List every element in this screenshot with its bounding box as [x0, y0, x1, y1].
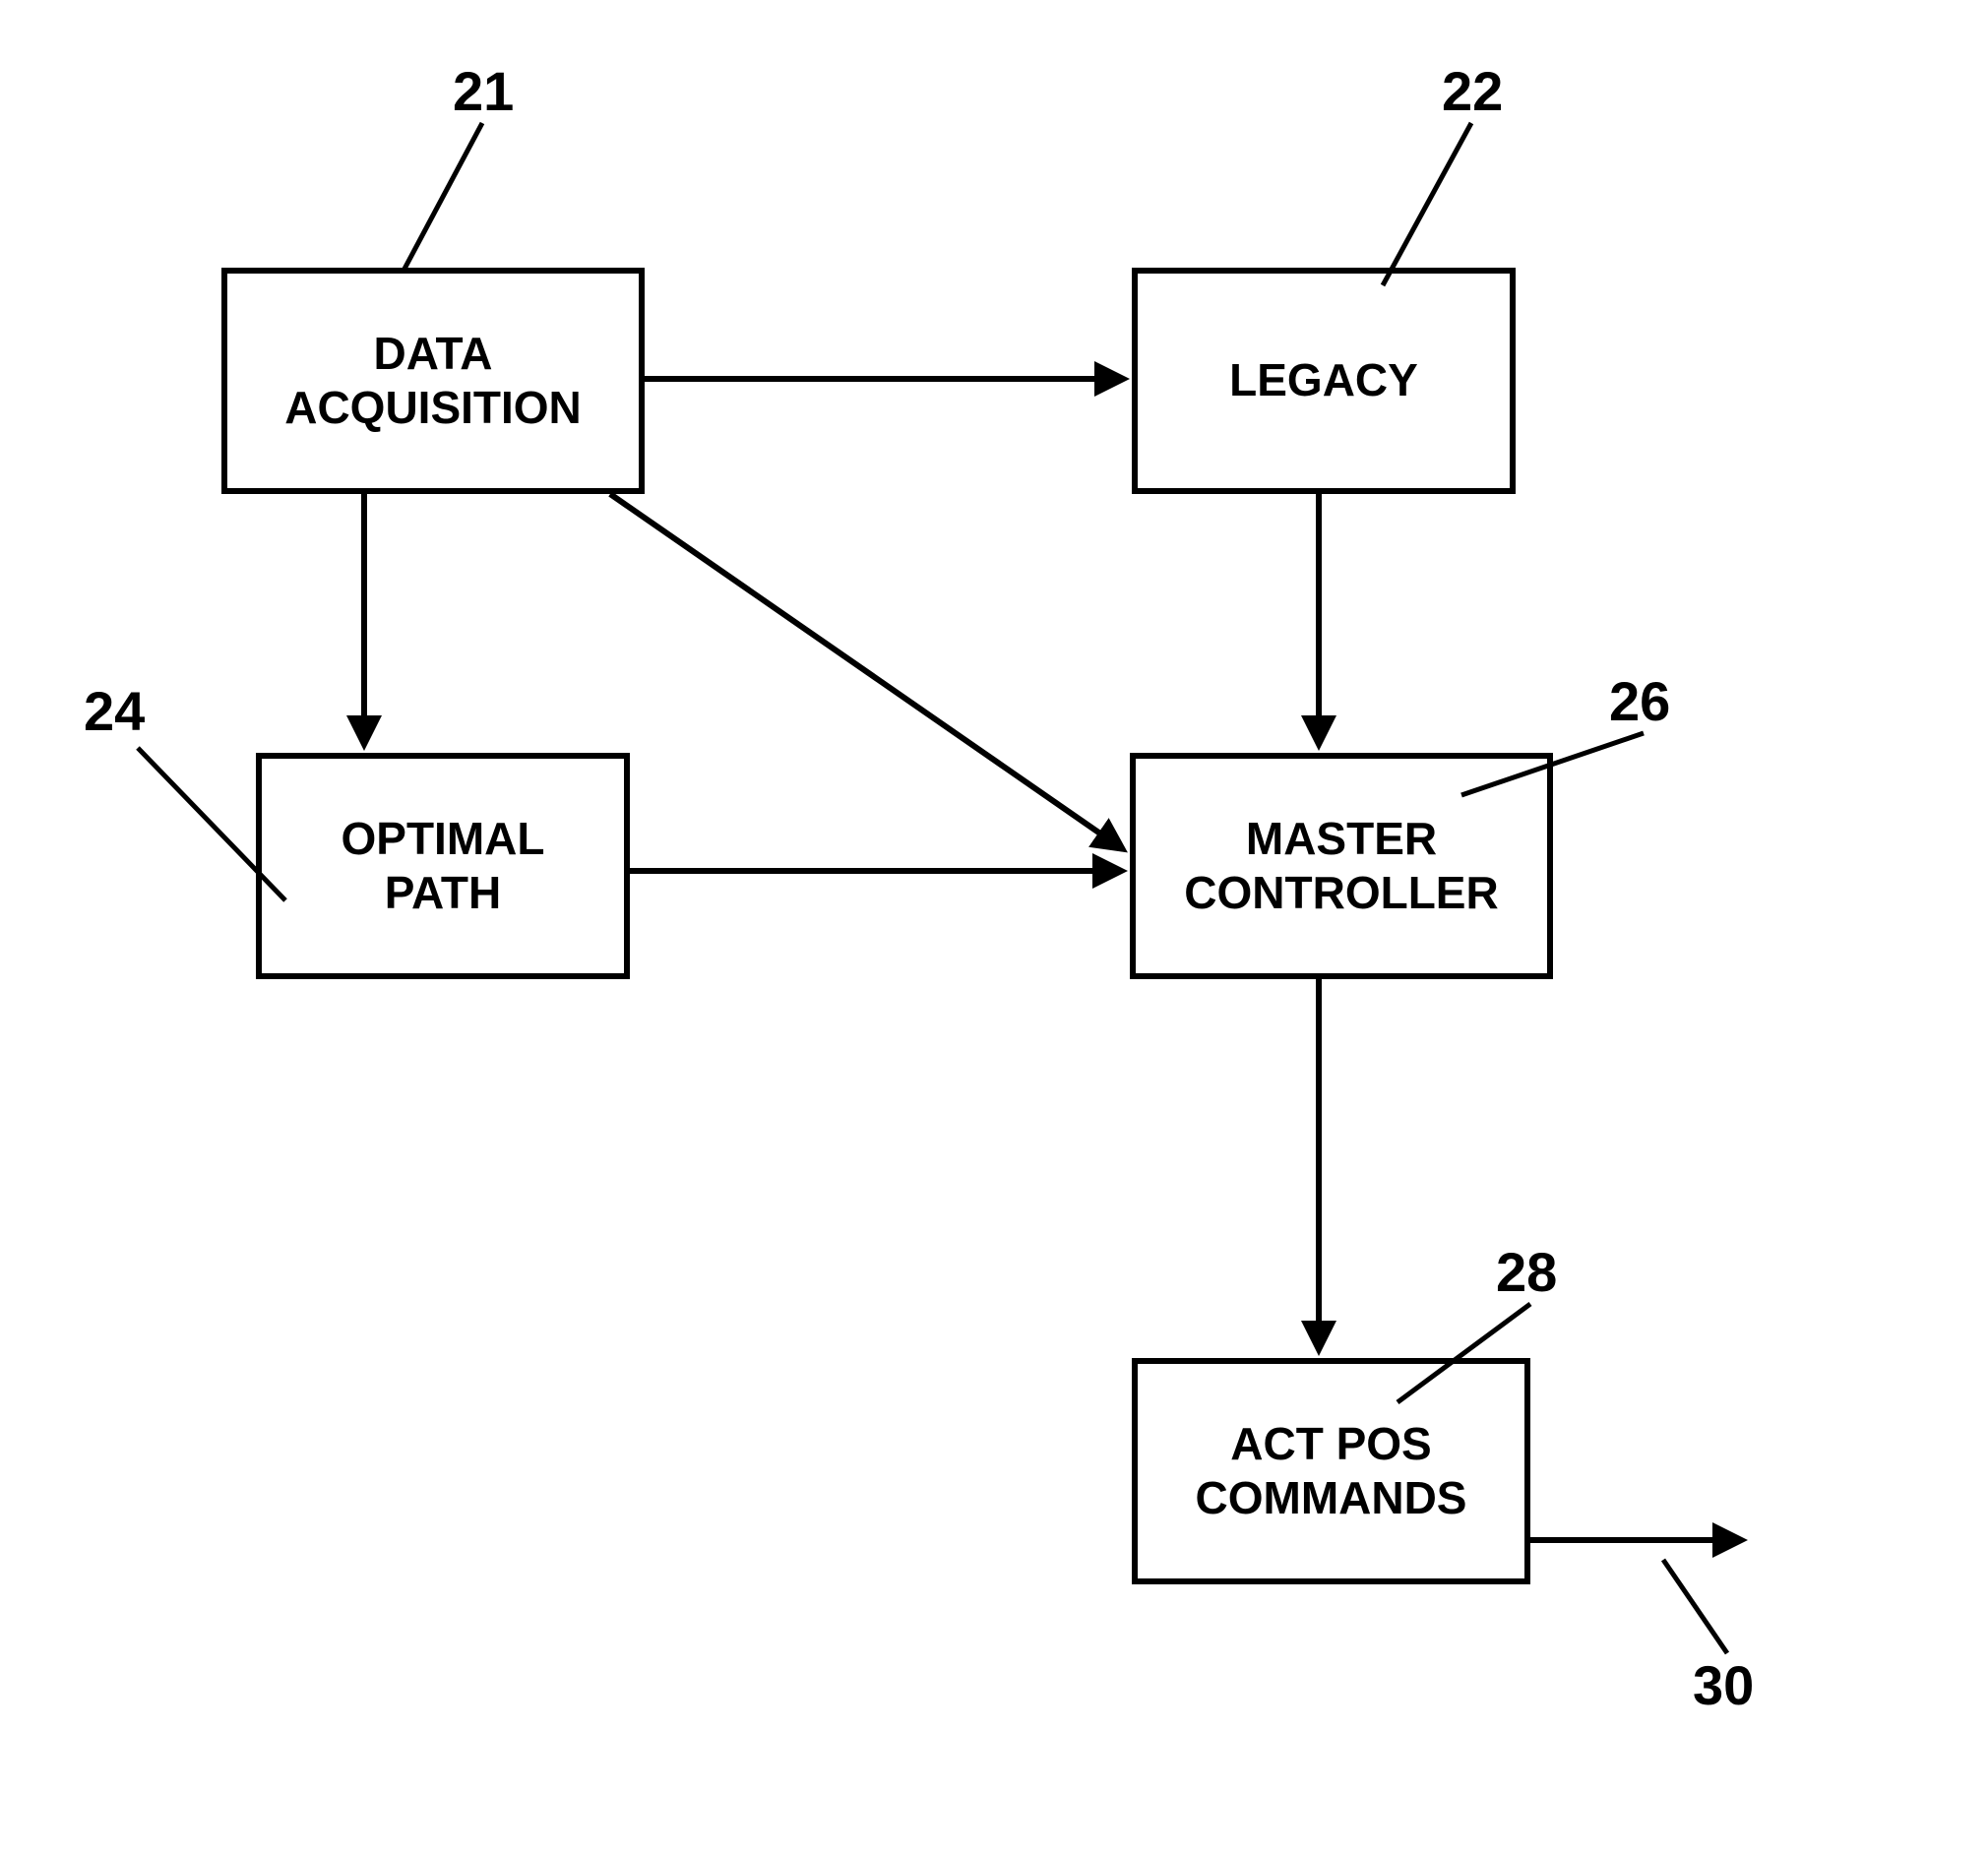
leader-22: [1383, 123, 1471, 285]
node-label: DATAACQUISITION: [284, 327, 582, 435]
node-optimal-path: OPTIMALPATH: [256, 753, 630, 979]
ref-label-30: 30: [1693, 1653, 1754, 1717]
node-label: MASTERCONTROLLER: [1184, 812, 1498, 920]
node-master-controller: MASTERCONTROLLER: [1130, 753, 1553, 979]
node-data-acquisition: DATAACQUISITION: [221, 268, 645, 494]
edge-da-to-master: [610, 494, 1123, 849]
node-label: LEGACY: [1229, 353, 1418, 407]
ref-label-22: 22: [1442, 59, 1503, 123]
node-label: OPTIMALPATH: [342, 812, 545, 920]
ref-label-21: 21: [453, 59, 514, 123]
flowchart-diagram: DATAACQUISITION 21 LEGACY 22 OPTIMALPATH…: [0, 0, 1988, 1854]
node-legacy: LEGACY: [1132, 268, 1516, 494]
ref-label-24: 24: [84, 679, 145, 743]
node-label: ACT POSCOMMANDS: [1196, 1417, 1467, 1525]
ref-label-28: 28: [1496, 1240, 1557, 1304]
leader-21: [404, 123, 482, 271]
leader-30: [1663, 1560, 1727, 1653]
node-act-pos-commands: ACT POSCOMMANDS: [1132, 1358, 1530, 1584]
ref-label-26: 26: [1609, 669, 1670, 733]
